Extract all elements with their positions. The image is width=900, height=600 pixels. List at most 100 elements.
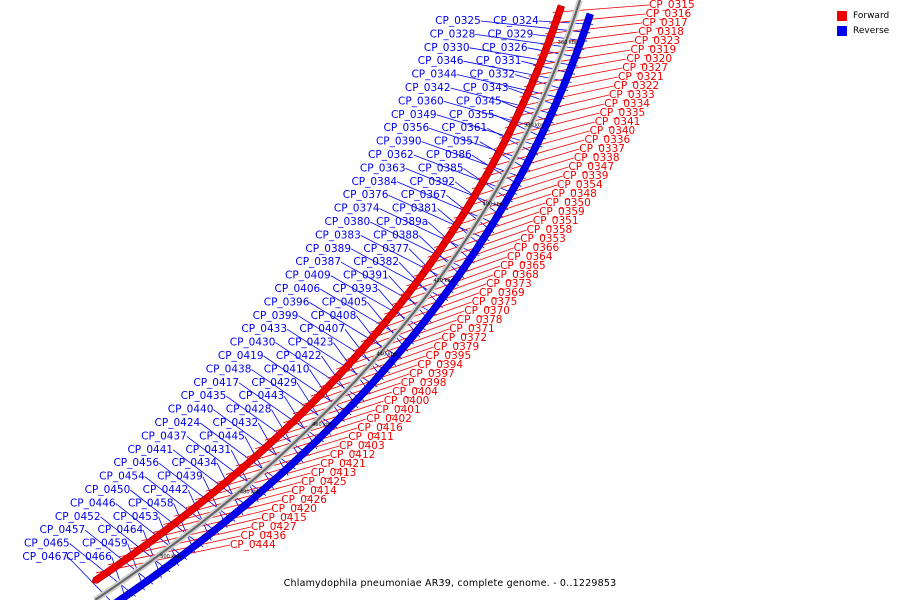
gene-label-cp-0432[interactable]: CP_0432 — [213, 417, 259, 429]
gene-label-cp-0322[interactable]: CP_0322 — [614, 80, 660, 92]
gene-label-cp-0401[interactable]: CP_0401 — [375, 404, 421, 416]
gene-label-cp-0345[interactable]: CP_0345 — [456, 95, 502, 107]
gene-label-cp-0398[interactable]: CP_0398 — [401, 377, 447, 389]
gene-label-cp-0379[interactable]: CP_0379 — [434, 341, 480, 353]
gene-label-cp-0427[interactable]: CP_0427 — [251, 521, 297, 533]
gene-label-cp-0438[interactable]: CP_0438 — [206, 363, 252, 375]
gene-label-cp-0367[interactable]: CP_0367 — [401, 189, 447, 201]
gene-label-cp-0411[interactable]: CP_0411 — [348, 431, 394, 443]
gene-label-cp-0351[interactable]: CP_0351 — [533, 215, 579, 227]
gene-label-cp-0371[interactable]: CP_0371 — [449, 323, 495, 335]
gene-label-cp-0439[interactable]: CP_0439 — [157, 471, 203, 483]
gene-label-cp-0389[interactable]: CP_0389 — [305, 243, 351, 255]
gene-label-cp-0393[interactable]: CP_0393 — [333, 283, 379, 295]
gene-label-cp-0330[interactable]: CP_0330 — [424, 42, 470, 54]
gene-label-cp-0369[interactable]: CP_0369 — [479, 287, 525, 299]
gene-label-cp-0442[interactable]: CP_0442 — [143, 484, 189, 496]
gene-label-cp-0321[interactable]: CP_0321 — [618, 71, 664, 83]
gene-label-cp-0397[interactable]: CP_0397 — [409, 368, 455, 380]
gene-label-cp-0362[interactable]: CP_0362 — [368, 149, 414, 161]
gene-label-cp-0328[interactable]: CP_0328 — [430, 28, 476, 40]
gene-label-cp-0433[interactable]: CP_0433 — [241, 323, 287, 335]
gene-label-cp-0326[interactable]: CP_0326 — [482, 42, 528, 54]
gene-label-cp-0337[interactable]: CP_0337 — [579, 143, 625, 155]
gene-label-cp-0375[interactable]: CP_0375 — [472, 296, 518, 308]
gene-label-cp-0388[interactable]: CP_0388 — [373, 229, 419, 241]
gene-label-cp-0456[interactable]: CP_0456 — [113, 457, 159, 469]
gene-label-cp-0428[interactable]: CP_0428 — [226, 404, 272, 416]
gene-label-cp-0430[interactable]: CP_0430 — [230, 337, 276, 349]
gene-label-cp-0385[interactable]: CP_0385 — [418, 162, 464, 174]
gene-label-cp-0407[interactable]: CP_0407 — [299, 323, 345, 335]
gene-label-cp-0457[interactable]: CP_0457 — [40, 524, 86, 536]
gene-label-cp-0335[interactable]: CP_0335 — [600, 107, 646, 119]
gene-label-cp-0406[interactable]: CP_0406 — [275, 283, 321, 295]
gene-label-cp-0454[interactable]: CP_0454 — [99, 471, 145, 483]
gene-label-cp-0327[interactable]: CP_0327 — [622, 62, 668, 74]
gene-label-cp-0424[interactable]: CP_0424 — [155, 417, 201, 429]
gene-label-cp-0372[interactable]: CP_0372 — [441, 332, 487, 344]
gene-label-cp-0315[interactable]: CP_0315 — [649, 0, 695, 11]
gene-label-cp-0338[interactable]: CP_0338 — [574, 152, 620, 164]
gene-label-cp-0431[interactable]: CP_0431 — [185, 444, 231, 456]
gene-label-cp-0358[interactable]: CP_0358 — [527, 224, 573, 236]
gene-label-cp-0350[interactable]: CP_0350 — [545, 197, 591, 209]
gene-label-cp-0408[interactable]: CP_0408 — [311, 310, 357, 322]
gene-label-cp-0348[interactable]: CP_0348 — [551, 188, 597, 200]
gene-label-cp-0354[interactable]: CP_0354 — [557, 179, 603, 191]
gene-label-cp-0444[interactable]: CP_0444 — [230, 539, 276, 551]
gene-label-cp-0360[interactable]: CP_0360 — [398, 95, 444, 107]
gene-label-cp-0443[interactable]: CP_0443 — [239, 390, 285, 402]
gene-label-cp-0467[interactable]: CP_0467 — [22, 551, 68, 563]
gene-label-cp-0353[interactable]: CP_0353 — [520, 233, 566, 245]
gene-label-cp-0437[interactable]: CP_0437 — [141, 430, 187, 442]
gene-label-cp-0446[interactable]: CP_0446 — [70, 497, 116, 509]
gene-label-cp-0380[interactable]: CP_0380 — [325, 216, 371, 228]
gene-label-cp-0395[interactable]: CP_0395 — [426, 350, 472, 362]
gene-label-cp-0359[interactable]: CP_0359 — [539, 206, 585, 218]
gene-label-cp-0425[interactable]: CP_0425 — [301, 476, 347, 488]
gene-label-cp-0441[interactable]: CP_0441 — [127, 444, 173, 456]
gene-label-cp-0318[interactable]: CP_0318 — [638, 26, 684, 38]
gene-label-cp-0373[interactable]: CP_0373 — [486, 278, 532, 290]
gene-label-cp-0434[interactable]: CP_0434 — [171, 457, 217, 469]
gene-label-cp-0356[interactable]: CP_0356 — [384, 122, 430, 134]
gene-label-cp-0414[interactable]: CP_0414 — [291, 485, 337, 497]
gene-label-cp-0465[interactable]: CP_0465 — [24, 538, 70, 550]
gene-label-cp-0334[interactable]: CP_0334 — [604, 98, 650, 110]
gene-label-cp-0377[interactable]: CP_0377 — [363, 243, 409, 255]
gene-label-cp-0429[interactable]: CP_0429 — [251, 377, 297, 389]
gene-label-cp-0464[interactable]: CP_0464 — [98, 524, 144, 536]
gene-label-cp-0436[interactable]: CP_0436 — [241, 530, 287, 542]
gene-label-cp-0421[interactable]: CP_0421 — [320, 458, 366, 470]
gene-label-cp-0420[interactable]: CP_0420 — [271, 503, 317, 515]
gene-label-cp-0453[interactable]: CP_0453 — [113, 511, 159, 523]
gene-label-cp-0394[interactable]: CP_0394 — [417, 359, 463, 371]
gene-label-cp-0410[interactable]: CP_0410 — [264, 363, 310, 375]
gene-label-cp-0445[interactable]: CP_0445 — [199, 430, 245, 442]
gene-label-cp-0452[interactable]: CP_0452 — [55, 511, 101, 523]
gene-label-cp-0417[interactable]: CP_0417 — [193, 377, 239, 389]
gene-label-cp-0458[interactable]: CP_0458 — [128, 497, 174, 509]
gene-label-cp-0384[interactable]: CP_0384 — [351, 176, 397, 188]
gene-label-cp-0319[interactable]: CP_0319 — [631, 44, 677, 56]
gene-label-cp-0389a[interactable]: CP_0389a — [376, 216, 428, 228]
gene-label-cp-0409[interactable]: CP_0409 — [285, 270, 331, 282]
gene-label-cp-0320[interactable]: CP_0320 — [626, 53, 672, 65]
gene-label-cp-0376[interactable]: CP_0376 — [343, 189, 389, 201]
gene-label-cp-0459[interactable]: CP_0459 — [82, 538, 128, 550]
gene-label-cp-0392[interactable]: CP_0392 — [409, 176, 455, 188]
gene-label-cp-0355[interactable]: CP_0355 — [449, 109, 495, 121]
gene-label-cp-0365[interactable]: CP_0365 — [500, 260, 546, 272]
gene-label-cp-0347[interactable]: CP_0347 — [568, 161, 614, 173]
gene-label-cp-0423[interactable]: CP_0423 — [288, 337, 334, 349]
gene-label-cp-0368[interactable]: CP_0368 — [493, 269, 539, 281]
gene-label-cp-0383[interactable]: CP_0383 — [315, 229, 361, 241]
gene-label-cp-0419[interactable]: CP_0419 — [218, 350, 264, 362]
gene-label-cp-0416[interactable]: CP_0416 — [357, 422, 403, 434]
gene-label-cp-0387[interactable]: CP_0387 — [295, 256, 341, 268]
gene-label-cp-0386[interactable]: CP_0386 — [426, 149, 472, 161]
gene-label-cp-0364[interactable]: CP_0364 — [507, 251, 553, 263]
gene-label-cp-0329[interactable]: CP_0329 — [488, 28, 534, 40]
gene-label-cp-0342[interactable]: CP_0342 — [405, 82, 451, 94]
